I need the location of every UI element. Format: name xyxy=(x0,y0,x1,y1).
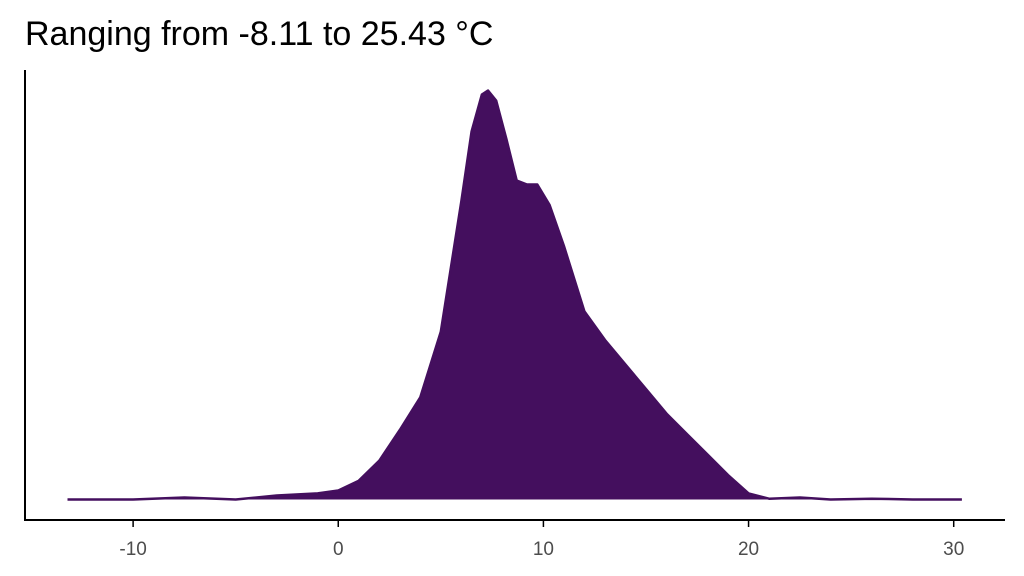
x-tick-label: 10 xyxy=(533,539,554,560)
density-line xyxy=(67,89,962,501)
density-area xyxy=(67,90,962,500)
x-tick-label: 20 xyxy=(738,539,759,560)
x-tick-label: -10 xyxy=(119,539,146,560)
x-tick-label: 0 xyxy=(333,539,344,560)
x-tick-label: 30 xyxy=(943,539,964,560)
chart-title: Ranging from -8.11 to 25.43 °C xyxy=(25,15,493,53)
